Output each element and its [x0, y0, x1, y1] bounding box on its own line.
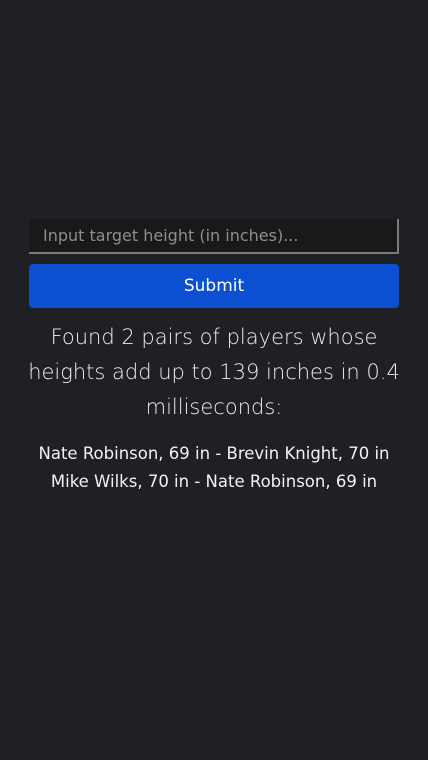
pairs-list: Nate Robinson, 69 in - Brevin Knight, 70… — [20, 440, 408, 496]
result-summary: Found 2 pairs of players whose heights a… — [28, 325, 400, 419]
list-item: Mike Wilks, 70 in - Nate Robinson, 69 in — [50, 472, 378, 491]
height-search-form: Submit — [29, 219, 399, 308]
submit-button[interactable]: Submit — [29, 264, 399, 308]
list-item: Nate Robinson, 69 in - Brevin Knight, 70… — [38, 444, 390, 463]
target-height-input[interactable] — [29, 219, 399, 254]
